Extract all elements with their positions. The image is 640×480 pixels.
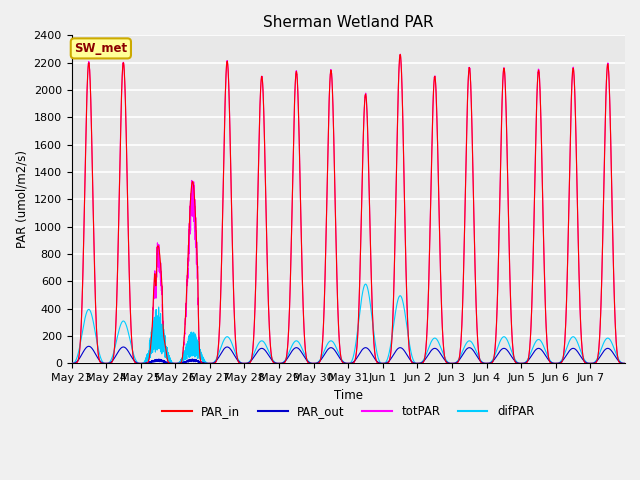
Text: SW_met: SW_met: [74, 42, 127, 55]
Title: Sherman Wetland PAR: Sherman Wetland PAR: [263, 15, 433, 30]
X-axis label: Time: Time: [334, 389, 363, 402]
Y-axis label: PAR (umol/m2/s): PAR (umol/m2/s): [15, 150, 28, 248]
Legend: PAR_in, PAR_out, totPAR, difPAR: PAR_in, PAR_out, totPAR, difPAR: [157, 401, 539, 423]
